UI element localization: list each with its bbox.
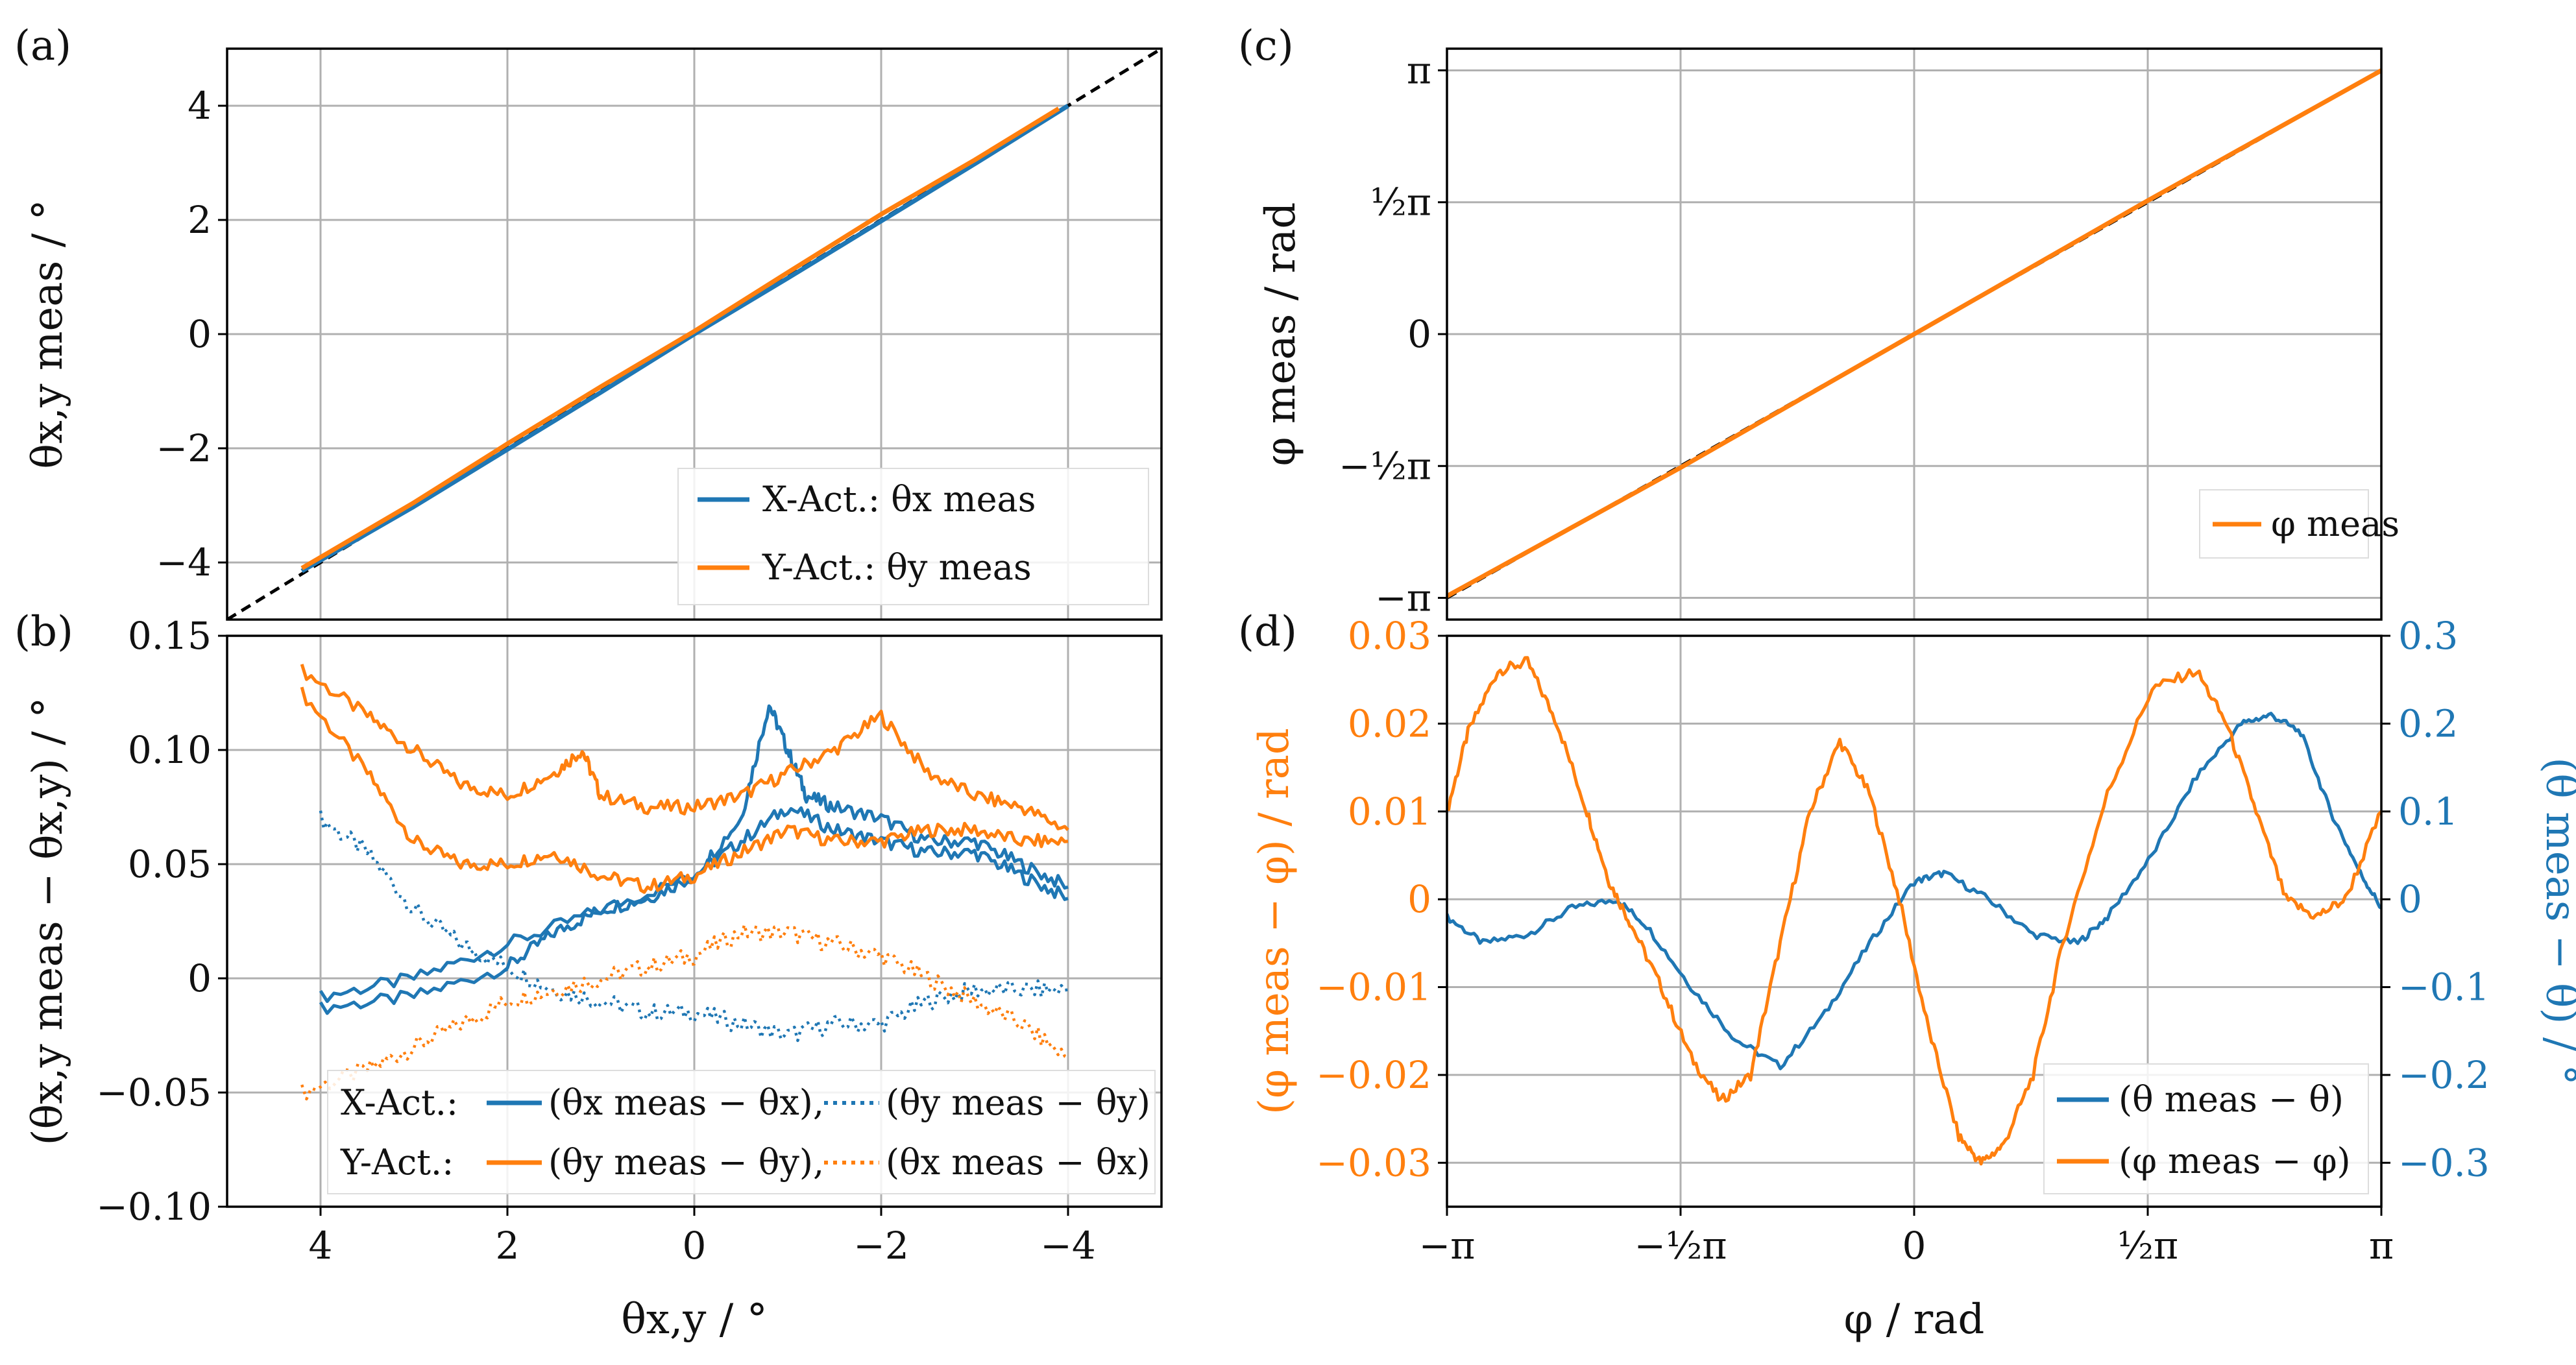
series-line [1447, 656, 2381, 1166]
legend-b: X-Act.: (θx meas − θx), (θy meas − θy) Y… [327, 1070, 1156, 1194]
xticks-d: −π −½π 0 ½π π [1419, 1207, 2394, 1268]
ytick-label: −0.02 [1316, 1053, 1431, 1097]
legend-b-y-solid: (θy meas − θy), [548, 1142, 824, 1183]
xtick-label: 4 [309, 1224, 333, 1268]
ytick-label: 0.15 [128, 614, 212, 658]
ytick-label: 0.01 [1348, 790, 1431, 834]
xtick-label: −2 [853, 1224, 909, 1268]
ytick-label: −0.05 [96, 1070, 212, 1115]
ytick-label: −2 [156, 426, 212, 470]
yticks-a: −4 −2 0 2 4 [156, 84, 227, 585]
legend-a-entry-x: X-Act.: θx meas [762, 479, 1036, 520]
legend-c-entry: φ meas [2271, 503, 2400, 544]
series-line [319, 806, 1069, 1015]
ytick-label-right: 0 [2398, 877, 2422, 921]
series-line [1447, 68, 2381, 598]
ytick-label: 0 [1407, 877, 1431, 921]
ytick-label: −½π [1339, 444, 1431, 488]
ytick-label-right: 0.1 [2398, 790, 2458, 834]
xtick-label: −½π [1634, 1224, 1727, 1268]
series-line [319, 810, 1069, 1043]
legend-b-x-solid: (θx meas − θx), [548, 1082, 824, 1123]
ytick-label: 0.05 [128, 842, 212, 886]
xtick-label: π [2369, 1224, 2394, 1268]
ytick-label: 0 [1407, 312, 1431, 356]
ylabel-a: θx,y meas / ° [24, 199, 72, 468]
ytick-label: −0.01 [1316, 965, 1431, 1009]
yticks-d-right: −0.3 −0.2 −0.1 0 0.1 0.2 0.3 [2381, 614, 2490, 1185]
yticks-c: −π −½π 0 ½π π [1339, 48, 1447, 620]
xtick-label: −4 [1040, 1224, 1096, 1268]
ytick-label-right: −0.3 [2398, 1141, 2490, 1185]
ytick-label: π [1407, 48, 1431, 92]
ytick-label: 0.10 [128, 728, 212, 772]
ylabel-d-left: (φ meas − φ) / rad [1250, 728, 1298, 1115]
ytick-label-right: −0.2 [2398, 1053, 2490, 1097]
series-c [1447, 68, 2381, 599]
xlabel-b: θx,y / ° [621, 1296, 767, 1344]
legend-b-prefix-y: Y-Act.: [340, 1142, 454, 1183]
panel-c: −π −½π 0 ½π π φ meas / rad φ meas [1257, 47, 2400, 621]
ytick-label-right: −0.1 [2398, 965, 2490, 1009]
series-line [300, 106, 1060, 570]
ytick-label: 0.02 [1348, 701, 1431, 745]
panel-b: −0.10 −0.05 0 0.05 0.10 0.15 4 2 0 −2 −4 (θx,y me… [24, 614, 1163, 1344]
legend-b-x-dotted: (θy meas − θy) [886, 1082, 1150, 1123]
legend-d-entry-theta: (θ meas − θ) [2119, 1079, 2344, 1120]
panel-label-a: (a) [14, 22, 71, 70]
xtick-label: 0 [683, 1224, 707, 1268]
series-line [300, 664, 1069, 831]
panel-label-b: (b) [14, 608, 73, 656]
ytick-label: 2 [188, 198, 212, 242]
yticks-b: −0.10 −0.05 0 0.05 0.10 0.15 [96, 614, 227, 1229]
legend-d-entry-phi: (φ meas − φ) [2119, 1141, 2351, 1181]
ytick-label: 0.03 [1348, 614, 1431, 658]
xtick-label: 2 [496, 1224, 520, 1268]
xticks-b: 4 2 0 −2 −4 [309, 1207, 1096, 1268]
ylabel-b: (θx,y meas − θx,y) / ° [24, 697, 72, 1146]
ytick-label: −0.03 [1316, 1141, 1431, 1185]
ytick-label: 0 [188, 312, 212, 356]
panel-a: −4 −2 0 2 4 θx,y meas / ° X-Act.: θx meas Y-… [24, 47, 1163, 621]
ytick-label: ½π [1370, 180, 1431, 224]
ytick-label: 0 [188, 956, 212, 1000]
ytick-label-right: 0.3 [2398, 614, 2458, 658]
legend-d: (θ meas − θ) (φ meas − φ) [2043, 1063, 2369, 1194]
ytick-label: −π [1375, 576, 1431, 620]
ytick-label: 4 [188, 84, 212, 128]
legend-c: φ meas [2199, 489, 2400, 559]
series-a [227, 49, 1161, 620]
series-d [1447, 656, 2381, 1166]
legend-a: X-Act.: θx meas Y-Act.: θy meas [677, 468, 1149, 605]
panel-label-d: (d) [1238, 608, 1297, 656]
series-line [300, 686, 1069, 894]
ytick-label: −4 [156, 540, 212, 585]
ytick-label: −0.10 [96, 1185, 212, 1229]
ylabel-c: φ meas / rad [1257, 202, 1305, 466]
series-b [300, 664, 1069, 1101]
xlabel-d: φ / rad [1844, 1296, 1985, 1344]
ytick-label-right: 0.2 [2398, 701, 2458, 745]
series-line [300, 923, 1069, 1101]
legend-a-entry-y: Y-Act.: θy meas [762, 547, 1032, 588]
xtick-label: −π [1419, 1224, 1476, 1268]
series-line [319, 704, 1069, 1003]
legend-b-y-dotted: (θx meas − θx) [886, 1142, 1150, 1183]
panel-label-c: (c) [1238, 22, 1294, 70]
xtick-label: ½π [2117, 1224, 2178, 1268]
ylabel-d-right: (θ meas − θ) / ° [2536, 757, 2576, 1085]
series-line [300, 104, 1069, 574]
yticks-d-left: −0.03 −0.02 −0.01 0 0.01 0.02 0.03 [1316, 614, 1447, 1185]
legend-b-prefix-x: X-Act.: [341, 1082, 458, 1123]
xtick-label: 0 [1902, 1224, 1926, 1268]
